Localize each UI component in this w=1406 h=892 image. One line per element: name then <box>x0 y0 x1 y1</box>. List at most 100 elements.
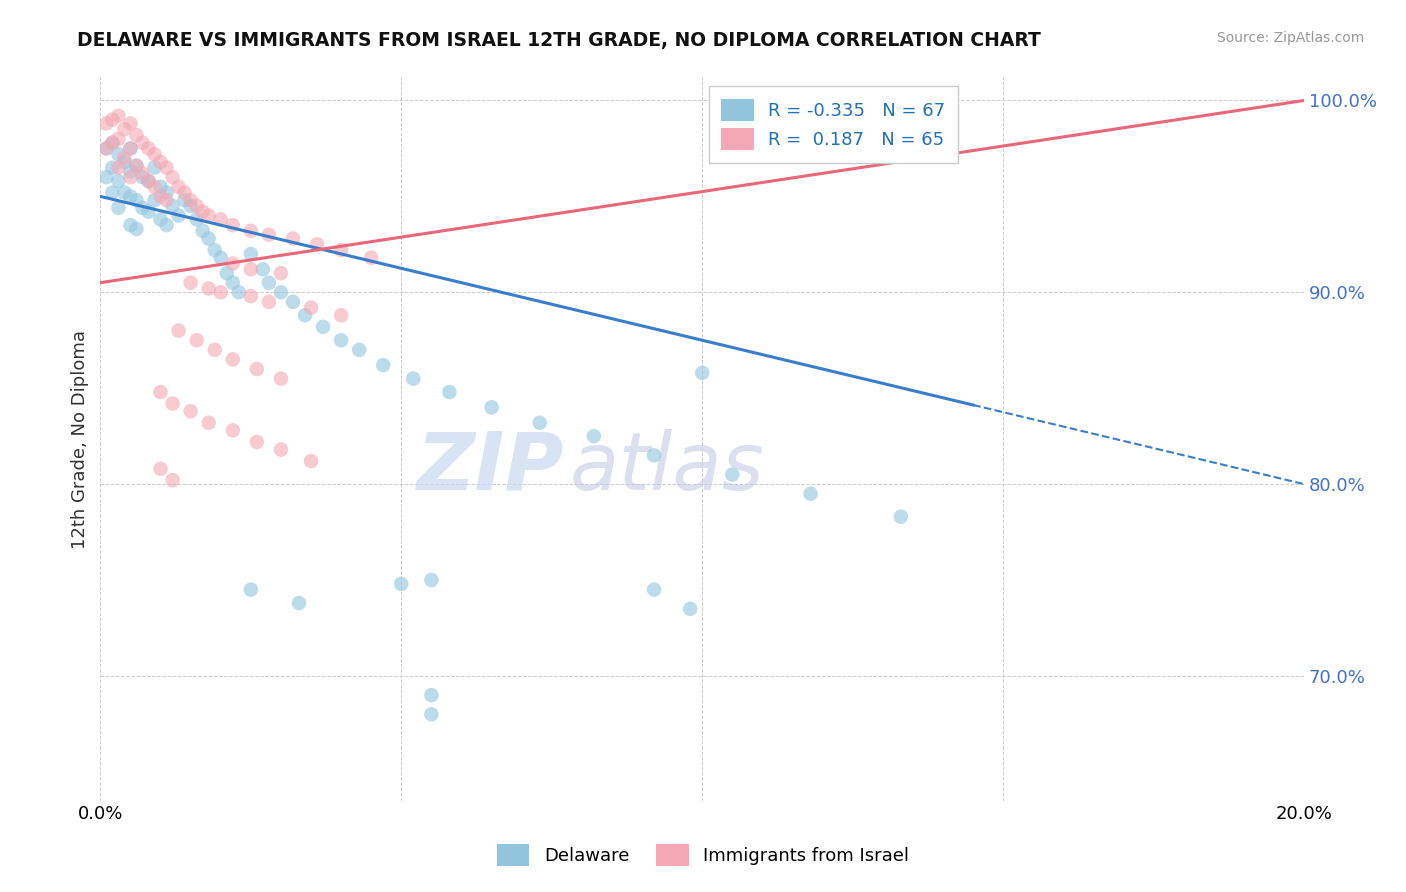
Y-axis label: 12th Grade, No Diploma: 12th Grade, No Diploma <box>72 329 89 549</box>
Point <box>162 396 184 410</box>
Point <box>120 141 142 155</box>
Point <box>281 294 304 309</box>
Point <box>180 199 202 213</box>
Point <box>162 473 184 487</box>
Point <box>143 147 166 161</box>
Point <box>143 161 166 175</box>
Point <box>281 231 304 245</box>
Point <box>186 333 208 347</box>
Point <box>107 174 129 188</box>
Point <box>222 218 245 232</box>
Point <box>120 189 142 203</box>
Point <box>138 174 160 188</box>
Point <box>131 170 153 185</box>
Point <box>120 164 142 178</box>
Point <box>180 276 202 290</box>
Point <box>257 276 280 290</box>
Point <box>149 179 172 194</box>
Point <box>197 231 219 245</box>
Point <box>180 193 202 207</box>
Point <box>270 266 292 280</box>
Point <box>155 193 177 207</box>
Point <box>162 170 184 185</box>
Text: Source: ZipAtlas.com: Source: ZipAtlas.com <box>1216 31 1364 45</box>
Point <box>107 201 129 215</box>
Point <box>582 429 605 443</box>
Point <box>120 218 142 232</box>
Point <box>120 170 142 185</box>
Point <box>167 179 190 194</box>
Point <box>131 201 153 215</box>
Point <box>257 294 280 309</box>
Point <box>799 486 821 500</box>
Point <box>239 289 262 303</box>
Point <box>96 141 118 155</box>
Point <box>197 281 219 295</box>
Text: ZIP: ZIP <box>416 429 564 507</box>
Point <box>167 324 190 338</box>
Point <box>294 308 316 322</box>
Point <box>191 204 214 219</box>
Point <box>228 285 250 300</box>
Point <box>215 266 238 280</box>
Point <box>246 434 269 449</box>
Point <box>120 116 142 130</box>
Point <box>149 384 172 399</box>
Point <box>149 462 172 476</box>
Point <box>402 371 425 385</box>
Point <box>890 509 912 524</box>
Point <box>162 199 184 213</box>
Point <box>125 128 148 142</box>
Point <box>643 582 665 597</box>
Point <box>155 161 177 175</box>
Point <box>330 243 353 257</box>
Point <box>270 371 292 385</box>
Point <box>180 404 202 418</box>
Point <box>690 366 713 380</box>
Point <box>143 193 166 207</box>
Point <box>101 112 124 127</box>
Point <box>186 212 208 227</box>
Point <box>112 154 135 169</box>
Point <box>439 384 461 399</box>
Point <box>209 251 232 265</box>
Point <box>420 707 443 722</box>
Point <box>101 161 124 175</box>
Point <box>125 222 148 236</box>
Point <box>96 170 118 185</box>
Point <box>107 161 129 175</box>
Point <box>299 454 322 468</box>
Point <box>643 448 665 462</box>
Point <box>222 256 245 270</box>
Point <box>239 247 262 261</box>
Legend: Delaware, Immigrants from Israel: Delaware, Immigrants from Israel <box>484 831 922 879</box>
Point <box>138 204 160 219</box>
Point <box>96 116 118 130</box>
Point <box>204 343 226 357</box>
Point <box>149 154 172 169</box>
Point <box>167 209 190 223</box>
Point <box>149 189 172 203</box>
Point <box>222 276 245 290</box>
Point <box>125 159 148 173</box>
Point <box>204 243 226 257</box>
Point <box>373 358 395 372</box>
Point <box>197 209 219 223</box>
Point <box>305 237 328 252</box>
Point <box>270 285 292 300</box>
Point <box>299 301 322 315</box>
Point <box>101 186 124 200</box>
Point <box>173 186 195 200</box>
Point <box>721 467 744 482</box>
Point <box>420 688 443 702</box>
Point <box>112 186 135 200</box>
Point <box>131 136 153 150</box>
Point <box>239 262 262 277</box>
Point <box>288 596 311 610</box>
Point <box>222 352 245 367</box>
Point <box>107 109 129 123</box>
Point <box>529 416 551 430</box>
Point <box>101 136 124 150</box>
Point <box>209 212 232 227</box>
Point <box>312 319 335 334</box>
